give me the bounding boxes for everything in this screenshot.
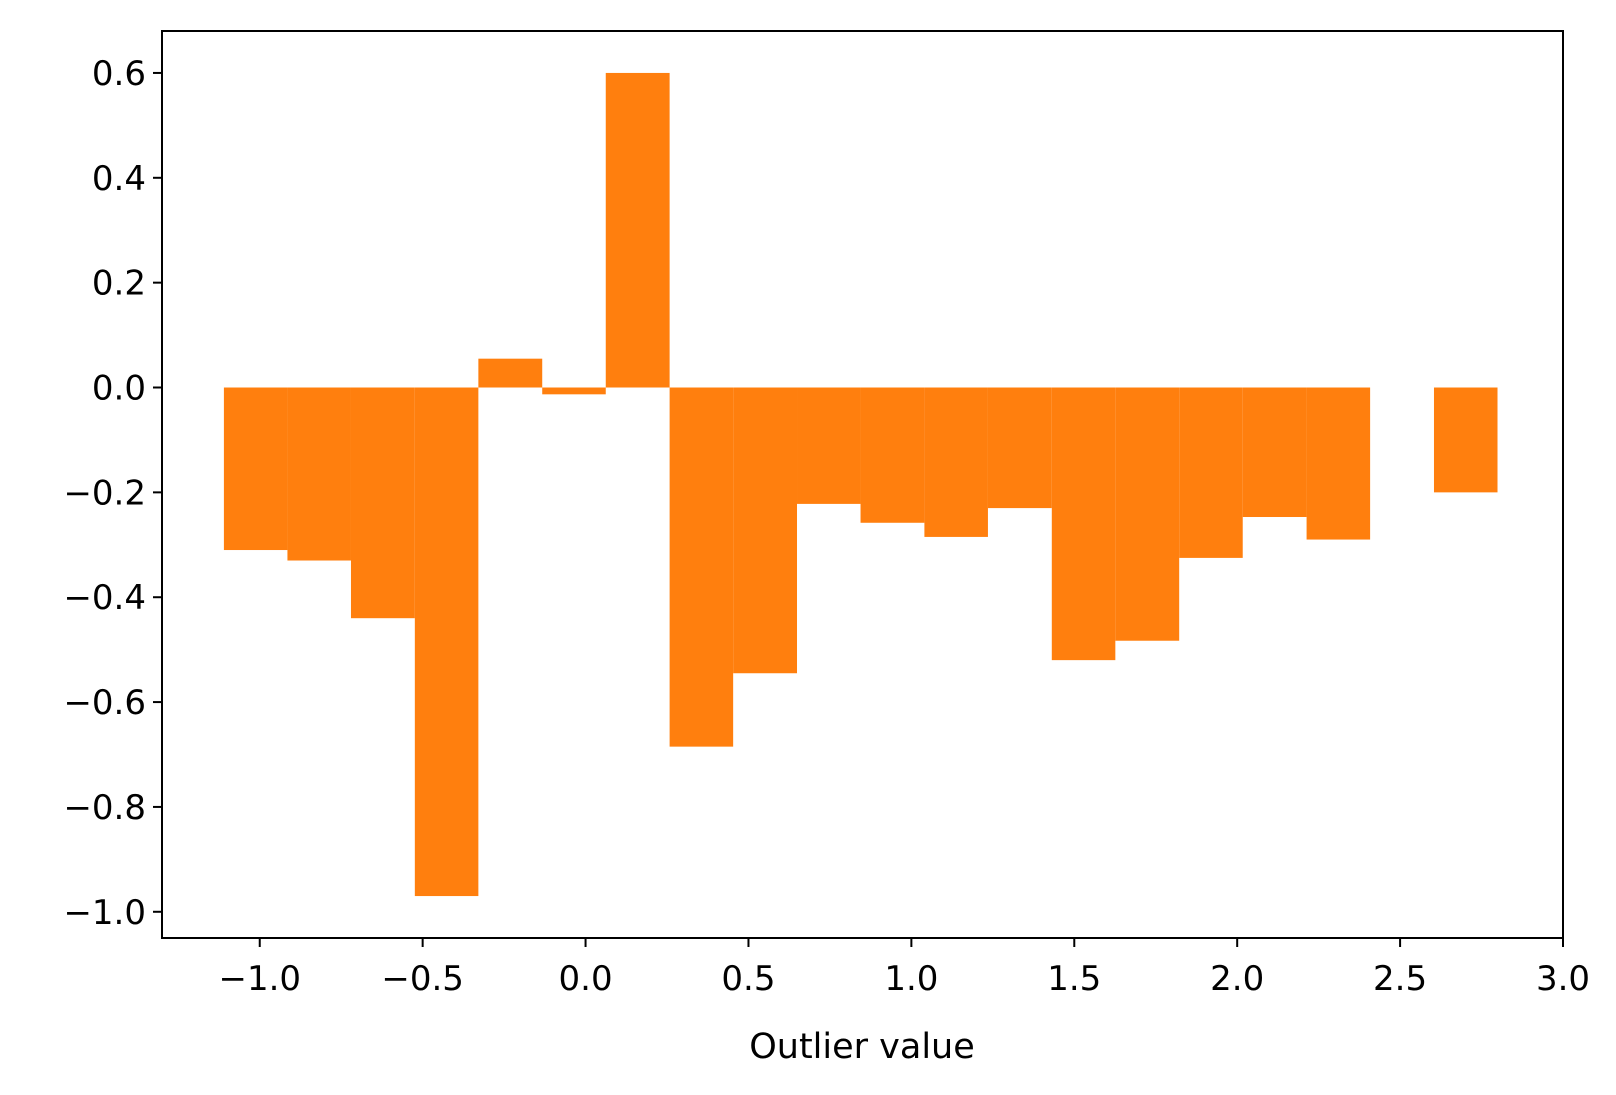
- bar-16: [1242, 387, 1307, 518]
- x-axis-label: Outlier value: [749, 1027, 975, 1067]
- y-tick-label: −0.8: [63, 788, 146, 828]
- bar-17: [1306, 387, 1371, 540]
- x-tick-label: 3.0: [1536, 959, 1590, 999]
- y-tick-label: −0.4: [63, 578, 146, 618]
- bar-0: [223, 387, 288, 551]
- bar-15: [1179, 387, 1243, 558]
- bar-3: [414, 387, 479, 897]
- bar-10: [860, 387, 925, 523]
- bar-7: [669, 387, 734, 747]
- bar-1: [287, 387, 351, 561]
- x-tick-label: −1.0: [218, 959, 301, 999]
- y-tick-label: 0.4: [92, 159, 146, 199]
- x-tick-label: 1.5: [1047, 959, 1101, 999]
- x-axis-ticks: −1.0 −0.5 0.0 0.5 1.0 1.5 2.0 2.5 3.0: [218, 938, 1590, 999]
- bar-8: [733, 387, 798, 674]
- y-tick-label: 0.2: [92, 264, 146, 304]
- bar-2: [350, 387, 415, 619]
- y-tick-label: −0.2: [63, 473, 146, 513]
- x-tick-label: 2.0: [1210, 959, 1264, 999]
- bar-6: [605, 72, 670, 388]
- bar-11: [924, 387, 988, 537]
- bar-14: [1115, 387, 1180, 641]
- y-tick-label: 0.6: [92, 54, 146, 94]
- bar-9: [797, 387, 861, 504]
- plot-frame: [161, 30, 1564, 939]
- y-tick-label: 0.0: [92, 369, 146, 409]
- bar-18: [1433, 387, 1498, 493]
- x-tick-label: −0.5: [381, 959, 464, 999]
- x-tick-label: 0.5: [721, 959, 775, 999]
- y-tick-label: −0.6: [63, 683, 146, 723]
- bars: [223, 72, 1498, 897]
- bar-5: [542, 387, 606, 395]
- bar-4: [478, 358, 543, 388]
- bar-13: [1051, 387, 1116, 661]
- bar-12: [987, 387, 1052, 509]
- y-tick-label: −1.0: [63, 893, 146, 933]
- x-tick-label: 2.5: [1373, 959, 1427, 999]
- y-axis-ticks: 0.6 0.4 0.2 0.0 −0.2 −0.4 −0.6 −0.8 −1.0: [63, 54, 162, 933]
- x-tick-label: 1.0: [884, 959, 938, 999]
- x-tick-label: 0.0: [559, 959, 613, 999]
